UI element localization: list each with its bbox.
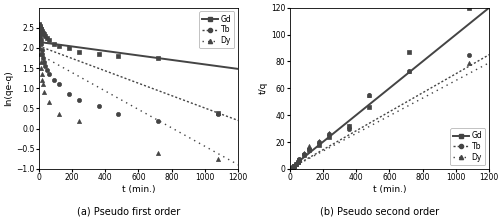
X-axis label: t (min.): t (min.) — [373, 185, 406, 194]
Legend: Gd, Tb, Dy: Gd, Tb, Dy — [450, 128, 485, 165]
Y-axis label: t/q: t/q — [259, 82, 268, 94]
Text: (a) Pseudo first order: (a) Pseudo first order — [76, 206, 180, 216]
Legend: Gd, Tb, Dy: Gd, Tb, Dy — [199, 11, 234, 48]
X-axis label: t (min.): t (min.) — [122, 185, 155, 194]
Text: (b) Pseudo second order: (b) Pseudo second order — [320, 206, 439, 216]
Y-axis label: ln(qe-q): ln(qe-q) — [4, 70, 13, 106]
